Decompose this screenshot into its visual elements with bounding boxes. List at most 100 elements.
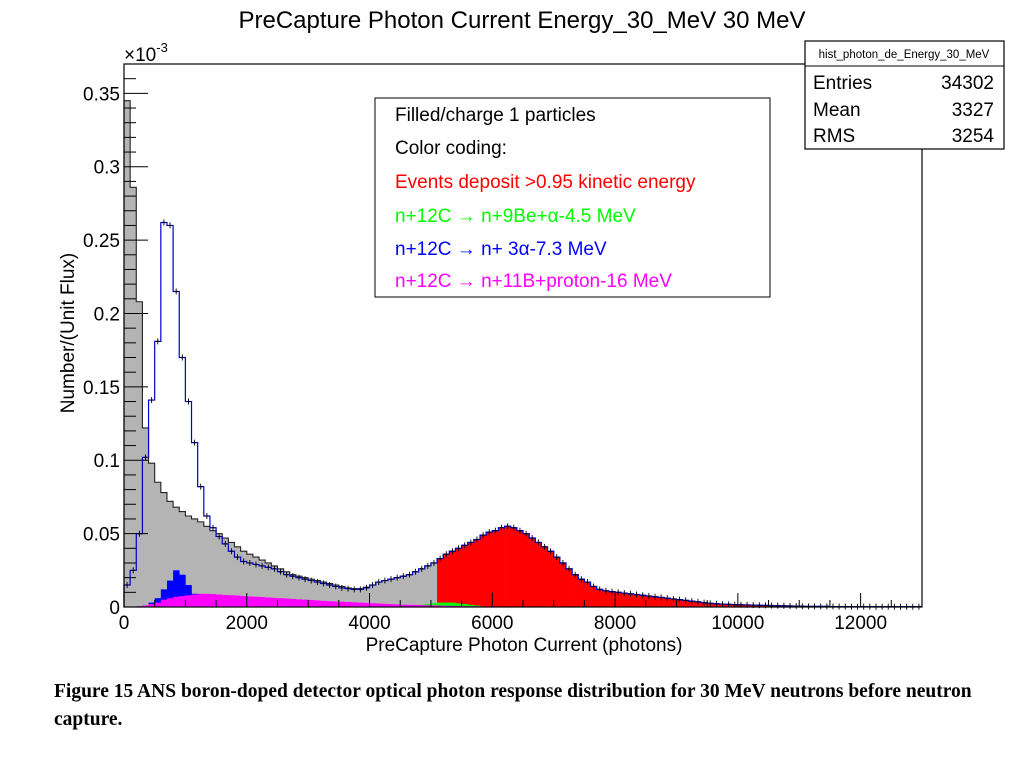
stats-box: hist_photon_de_Energy_30_MeV Entries 343… xyxy=(804,40,1005,150)
bar-gray-filled-20 xyxy=(246,554,254,607)
bar-gray-filled-46 xyxy=(406,574,413,607)
bar-gray-filled-39 xyxy=(363,587,370,607)
bar-magenta-filled-35 xyxy=(338,601,346,607)
bar-magenta-filled-40 xyxy=(369,603,376,607)
y-tick-label: 0.05 xyxy=(83,525,120,546)
bar-gray-filled-30 xyxy=(308,579,315,607)
bar-gray-filled-17 xyxy=(228,542,235,607)
bar-red-filled-76 xyxy=(590,586,597,607)
bar-red-filled-77 xyxy=(596,589,604,607)
bar-gray-filled-16 xyxy=(222,538,229,607)
legend-line-b-proton: n+12C → n+11B+proton-16 MeV xyxy=(395,271,672,292)
x-tick-label: 0 xyxy=(119,613,130,634)
bar-red-filled-61 xyxy=(498,527,505,607)
bar-red-filled-74 xyxy=(578,579,585,607)
bar-gray-filled-35 xyxy=(338,586,346,607)
y-tick-label: 0.15 xyxy=(83,378,120,399)
bar-red-filled-59 xyxy=(486,532,493,607)
bar-magenta-filled-34 xyxy=(332,601,340,607)
bar-magenta-filled-25 xyxy=(277,598,284,607)
bar-gray-filled-4 xyxy=(148,463,155,607)
plot-area xyxy=(123,100,923,610)
y-multiplier: ×10-3 xyxy=(124,40,168,66)
bar-magenta-filled-44 xyxy=(394,604,401,607)
bar-gray-filled-43 xyxy=(387,579,395,607)
bar-magenta-filled-10 xyxy=(185,595,192,607)
bar-gray-filled-8 xyxy=(173,507,180,607)
x-tick-label: 12000 xyxy=(834,613,887,634)
bar-red-filled-65 xyxy=(523,533,530,607)
bar-red-filled-84 xyxy=(639,595,647,607)
bar-red-filled-52 xyxy=(443,554,450,607)
bar-red-filled-56 xyxy=(467,542,475,607)
bar-red-filled-70 xyxy=(553,557,561,607)
bar-magenta-filled-3 xyxy=(142,605,149,607)
bar-gray-filled-28 xyxy=(295,576,303,607)
bar-gray-filled-23 xyxy=(265,562,272,607)
bar-magenta-filled-50 xyxy=(430,605,438,607)
bar-red-filled-86 xyxy=(651,596,659,607)
y-multiplier-base: ×10 xyxy=(124,45,156,66)
bar-red-filled-60 xyxy=(492,530,499,607)
bar-magenta-filled-45 xyxy=(400,604,407,607)
x-tick-label: 4000 xyxy=(348,613,390,634)
y-axis-label: Number/(Unit Flux) xyxy=(58,253,79,413)
bar-red-filled-83 xyxy=(633,594,640,607)
bar-magenta-filled-30 xyxy=(308,599,315,607)
bar-red-filled-63 xyxy=(510,527,518,607)
bar-gray-filled-38 xyxy=(357,588,364,607)
legend-line-charge-particles: Filled/charge 1 particles xyxy=(395,105,596,126)
bar-red-filled-51 xyxy=(437,558,444,607)
bar-magenta-filled-51 xyxy=(437,605,444,607)
stats-rms-value: 3254 xyxy=(952,126,995,147)
bar-magenta-filled-29 xyxy=(302,599,309,607)
bar-gray-filled-3 xyxy=(142,427,149,607)
bar-magenta-filled-41 xyxy=(375,603,383,607)
bar-magenta-filled-7 xyxy=(166,598,174,607)
bar-red-filled-58 xyxy=(480,535,487,607)
histogram-chart: PreCapture Photon Current Energy_30_MeV … xyxy=(58,7,1005,656)
bar-magenta-filled-8 xyxy=(173,596,180,607)
bar-gray-filled-27 xyxy=(289,574,297,607)
bar-red-filled-73 xyxy=(572,574,579,607)
bar-green-filled-52 xyxy=(443,602,450,607)
legend-box: Filled/charge 1 particles Color coding: … xyxy=(374,97,771,298)
stats-rms-label: RMS xyxy=(813,126,855,147)
bar-gray-filled-25 xyxy=(277,568,284,607)
bar-magenta-filled-19 xyxy=(240,595,248,607)
stats-mean-label: Mean xyxy=(813,100,861,121)
bar-magenta-filled-39 xyxy=(363,602,370,607)
bar-magenta-filled-6 xyxy=(160,599,168,607)
bar-blue-filled-9 xyxy=(179,574,186,607)
bar-gray-filled-11 xyxy=(191,518,198,607)
bar-gray-filled-50 xyxy=(430,562,438,607)
bar-red-filled-81 xyxy=(621,593,628,607)
bar-red-filled-90 xyxy=(676,599,683,607)
bar-red-filled-91 xyxy=(682,600,690,607)
bar-magenta-filled-37 xyxy=(351,602,358,607)
bar-red-filled-62 xyxy=(504,526,512,607)
y-tick-label: 0.2 xyxy=(94,304,120,325)
bar-gray-filled-2 xyxy=(136,301,143,607)
bar-gray-filled-1 xyxy=(130,187,137,607)
bar-gray-filled-6 xyxy=(160,492,168,607)
bar-red-filled-85 xyxy=(645,595,653,607)
bar-magenta-filled-38 xyxy=(357,602,364,607)
bar-gray-filled-32 xyxy=(320,582,327,607)
stats-entries-label: Entries xyxy=(813,73,872,94)
x-tick-label: 10000 xyxy=(711,613,764,634)
bar-gray-filled-12 xyxy=(197,521,205,607)
bar-gray-filled-41 xyxy=(375,582,383,607)
bar-red-filled-89 xyxy=(670,598,677,607)
bar-gray-filled-26 xyxy=(283,571,291,607)
series-1 xyxy=(437,526,923,607)
bar-red-filled-55 xyxy=(461,545,469,607)
axes: 0 2000 4000 6000 8000 10000 12000 0 0.05 0.1 0.15 0… xyxy=(83,78,892,634)
bar-magenta-filled-47 xyxy=(412,604,419,607)
bar-green-filled-57 xyxy=(473,605,481,607)
figure-caption: Figure 15 ANS boron-doped detector optic… xyxy=(54,681,972,730)
bar-magenta-filled-46 xyxy=(406,604,413,607)
bar-magenta-filled-14 xyxy=(209,594,217,607)
bar-magenta-filled-31 xyxy=(314,600,321,607)
legend-line-be-alpha: n+12C → n+9Be+α-4.5 MeV xyxy=(395,206,636,227)
